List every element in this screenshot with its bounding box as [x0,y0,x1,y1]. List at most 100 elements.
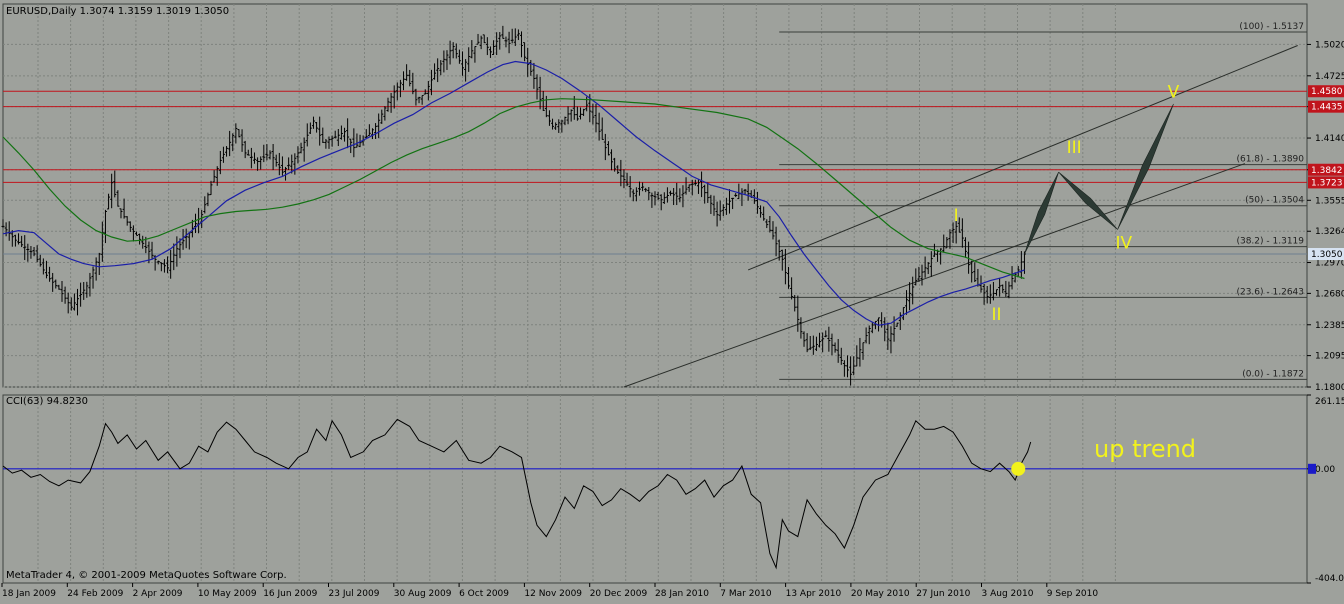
price-bar [63,286,67,304]
price-bar [513,28,517,47]
price-bar [284,166,288,181]
price-bar [181,229,185,250]
cci-y-tick-label: 261.157 [1315,397,1344,407]
price-bar [122,198,126,219]
price-bar [234,123,238,144]
price-bar [277,152,281,176]
price-bar [665,187,669,203]
x-tick-label: 2 Apr 2009 [133,589,183,599]
price-bar [532,62,536,89]
price-bar [35,245,39,263]
price-bar [681,185,685,208]
price-bar [973,262,977,282]
x-tick-label: 3 Aug 2010 [982,589,1034,599]
price-bar [426,80,430,101]
price-bar [470,40,474,59]
price-bar [293,153,297,175]
fibonacci-label: (50) - 1.3504 [1245,196,1304,206]
price-bar [442,50,446,73]
price-bar [802,331,806,347]
forecast-wave-segment [1024,171,1059,255]
forecast-wave-segment [1058,171,1118,230]
price-bar [26,243,30,262]
price-bar [433,63,437,80]
price-bar [166,256,170,274]
price-tag-1.3842 [1308,163,1344,176]
gridlines [2,3,1308,584]
price-bar [696,178,700,194]
y-tick-label: 1.2095 [1315,352,1344,362]
price-bar [94,257,98,281]
price-bar [265,144,269,161]
channel-upper-line [747,45,1298,271]
price-bar [448,40,452,65]
price-bar [311,116,315,129]
price-bar [203,196,207,214]
price-bar [405,64,409,81]
x-tick-label: 23 Jul 2009 [329,589,380,599]
price-bar [877,317,881,332]
fibonacci-label: (23.6) - 1.2643 [1236,287,1304,297]
price-bar [724,197,728,215]
price-bar [392,85,396,109]
price-bar [886,322,890,350]
price-bar [771,221,775,240]
elliott-wave-label: V [1168,83,1180,103]
price-bar [821,332,825,353]
price-bar [461,51,465,76]
price-bar [110,173,114,209]
price-bar [150,241,154,259]
y-tick-label: 1.4140 [1315,134,1344,144]
price-bar [507,31,511,54]
price-bar [721,204,725,217]
price-bar [184,228,188,249]
price-tag-1.3723 [1308,176,1344,189]
fibonacci-label: (100) - 1.5137 [1239,22,1304,32]
price-bar [82,282,86,300]
price-bar [467,47,471,72]
y-tick-label: 1.3264 [1315,227,1344,237]
price-bars [1,25,1026,386]
price-bar [29,246,33,259]
price-bar [411,72,415,95]
price-bar [107,193,111,210]
price-bar [324,138,328,149]
current-price-tag [1308,248,1344,261]
price-bar [883,317,887,342]
price-bar [597,112,601,141]
price-bar [315,122,319,133]
price-bar [861,342,865,360]
slow-moving-average-line [2,98,1025,280]
price-bar [833,342,837,353]
price-bar [128,221,132,232]
price-bar [327,136,331,149]
price-bar [675,182,679,206]
forecast-wave-segment [1117,103,1174,230]
price-bar [339,125,343,140]
price-bar [1,219,5,228]
price-bar [659,194,663,211]
price-bar [76,288,80,316]
x-tick-label: 28 Jan 2010 [655,589,709,599]
price-bar [386,97,390,112]
price-bar [728,189,732,214]
price-bar [904,290,908,315]
price-bar [38,254,42,267]
price-bar [957,217,961,233]
price-bar [370,128,374,140]
price-bar [814,336,818,351]
price-bar [516,29,520,41]
price-bar [271,144,275,171]
price-bar [212,170,216,183]
price-bar [451,42,455,59]
cci-y-tick-label: 0.00 [1315,465,1335,475]
price-bar [156,260,160,265]
price-bar [566,106,570,125]
price-bar [740,188,744,207]
cci-marker-dot [1011,461,1026,476]
price-bar [560,119,564,133]
price-bar [591,103,595,125]
forecast-path [1024,103,1174,255]
